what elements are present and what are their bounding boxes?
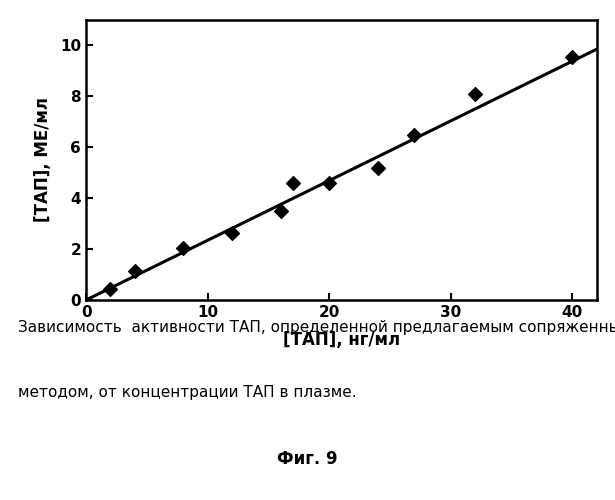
Point (178, 244, 188, 252)
Point (410, 130, 419, 138)
Point (324, 179, 334, 187)
Point (288, 179, 298, 187)
Text: Зависимость  активности ТАП, определенной предлагаемым сопряженным: Зависимость активности ТАП, определенной… (18, 320, 615, 335)
Text: Фиг. 9: Фиг. 9 (277, 450, 338, 468)
Point (470, 90, 480, 98)
Point (276, 207, 285, 215)
Point (227, 228, 237, 236)
Text: методом, от концентрации ТАП в плазме.: методом, от концентрации ТАП в плазме. (18, 385, 357, 400)
Point (106, 284, 116, 292)
Point (130, 266, 140, 274)
Y-axis label: [ТАП], МЕ/мл: [ТАП], МЕ/мл (34, 98, 52, 222)
Point (567, 53, 577, 61)
Point (373, 164, 383, 172)
X-axis label: [ТАП], нг/мл: [ТАП], нг/мл (283, 331, 400, 349)
